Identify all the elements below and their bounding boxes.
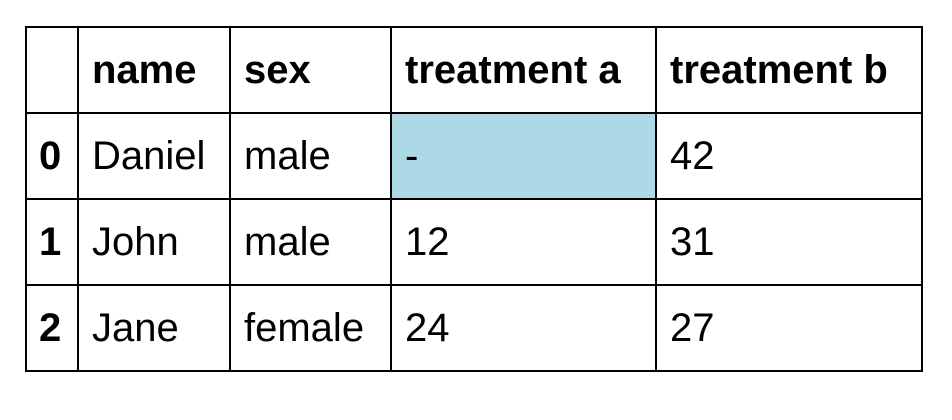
table-row: 1 John male 12 31	[25, 198, 923, 286]
data-table: name sex treatment a treatment b 0 Danie…	[25, 26, 923, 372]
row-index: 1	[25, 198, 79, 286]
header-index	[25, 26, 79, 114]
cell-treatment-b: 31	[655, 198, 923, 286]
cell-name: Jane	[77, 284, 231, 372]
cell-treatment-a-highlighted: -	[390, 112, 657, 200]
cell-sex: male	[229, 198, 392, 286]
header-sex: sex	[229, 26, 392, 114]
cell-name: Daniel	[77, 112, 231, 200]
header-name: name	[77, 26, 231, 114]
row-index: 2	[25, 284, 79, 372]
row-index: 0	[25, 112, 79, 200]
cell-treatment-a: 12	[390, 198, 657, 286]
header-treatment-b: treatment b	[655, 26, 923, 114]
cell-treatment-b: 27	[655, 284, 923, 372]
cell-treatment-a: 24	[390, 284, 657, 372]
header-row: name sex treatment a treatment b	[25, 26, 923, 114]
cell-name: John	[77, 198, 231, 286]
cell-sex: female	[229, 284, 392, 372]
table-row: 0 Daniel male - 42	[25, 112, 923, 200]
table-row: 2 Jane female 24 27	[25, 284, 923, 372]
cell-treatment-b: 42	[655, 112, 923, 200]
cell-sex: male	[229, 112, 392, 200]
header-treatment-a: treatment a	[390, 26, 657, 114]
